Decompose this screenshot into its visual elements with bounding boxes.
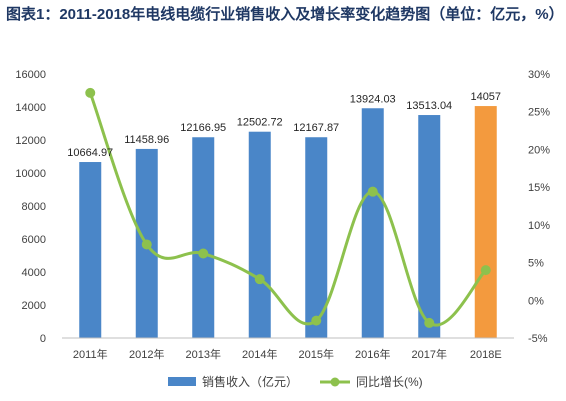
bar: [248, 131, 271, 338]
x-tick-label: 2016年: [355, 347, 390, 361]
growth-point: [198, 248, 209, 259]
bar: [305, 137, 328, 338]
legend: 销售收入（亿元） 同比增长(%): [168, 374, 423, 389]
y-left-tick-label: 6000: [22, 234, 46, 246]
bar-data-label: 12166.95: [180, 122, 226, 134]
right-axis: -5% 0% 5% 10% 15% 20% 25% 30%: [528, 69, 550, 345]
x-tick-label: 2015年: [299, 347, 334, 361]
y-left-tick-label: 0: [40, 333, 46, 345]
bar-data-label: 13924.03: [350, 93, 396, 105]
growth-point: [85, 87, 96, 98]
y-right-tick-label: 25%: [528, 107, 550, 119]
y-left-tick-label: 8000: [22, 201, 46, 213]
bar-data-label: 12167.87: [293, 122, 339, 134]
y-right-tick-label: -5%: [528, 333, 548, 345]
y-right-tick-label: 0%: [528, 295, 544, 307]
y-right-tick-label: 30%: [528, 69, 550, 81]
y-left-tick-label: 10000: [15, 168, 46, 180]
x-tick-label: 2012年: [129, 347, 164, 361]
bar-data-label: 13513.04: [406, 100, 452, 112]
bar: [361, 108, 384, 338]
bar: [474, 106, 497, 338]
bar-data-label: 11458.96: [124, 134, 169, 146]
x-tick-label: 2013年: [186, 347, 221, 361]
chart-title: 图表1：2011-2018年电线电缆行业销售收入及增长率变化趋势图（单位：亿元，…: [6, 6, 564, 23]
legend-line-label: 同比增长(%): [356, 375, 423, 389]
growth-point: [367, 186, 378, 197]
left-axis: 0 2000 4000 6000 8000 10000 12000 14000 16000: [15, 69, 46, 345]
line-series: [85, 87, 491, 328]
x-tick-label: 2017年: [412, 347, 447, 361]
growth-point: [480, 265, 491, 276]
y-left-tick-label: 14000: [15, 102, 46, 114]
y-right-tick-label: 15%: [528, 182, 550, 194]
growth-point: [141, 239, 152, 250]
bar-data-label: 10664.97: [67, 147, 113, 159]
y-left-tick-label: 16000: [15, 69, 46, 81]
y-right-tick-label: 20%: [528, 144, 550, 156]
bar: [79, 162, 102, 338]
bar-data-label: 14057: [470, 91, 501, 103]
bar-data-label: 12502.72: [237, 117, 283, 129]
x-tick-label: 2011年: [73, 347, 108, 361]
growth-point: [311, 315, 322, 326]
y-right-tick-label: 10%: [528, 220, 550, 232]
bar: [418, 115, 441, 338]
bar-series: [79, 106, 497, 338]
legend-bar-swatch: [168, 377, 196, 386]
y-left-tick-label: 12000: [15, 135, 46, 147]
growth-point: [254, 274, 265, 285]
bar: [192, 137, 215, 338]
y-left-tick-label: 4000: [22, 267, 46, 279]
legend-bar-label: 销售收入（亿元）: [202, 374, 298, 389]
legend-line-marker: [330, 377, 340, 387]
x-tick-label: 2014年: [242, 347, 277, 361]
growth-point: [424, 317, 435, 328]
x-axis: 2011年 2012年 2013年 2014年 2015年 2016年 2017年 2018E: [62, 337, 514, 361]
data-labels: 10664.97 11458.96 12166.95 12502.72 12167.87…: [67, 91, 501, 159]
x-tick-label: 2018E: [470, 349, 502, 361]
y-left-tick-label: 2000: [22, 300, 46, 312]
y-right-tick-label: 5%: [528, 258, 544, 270]
